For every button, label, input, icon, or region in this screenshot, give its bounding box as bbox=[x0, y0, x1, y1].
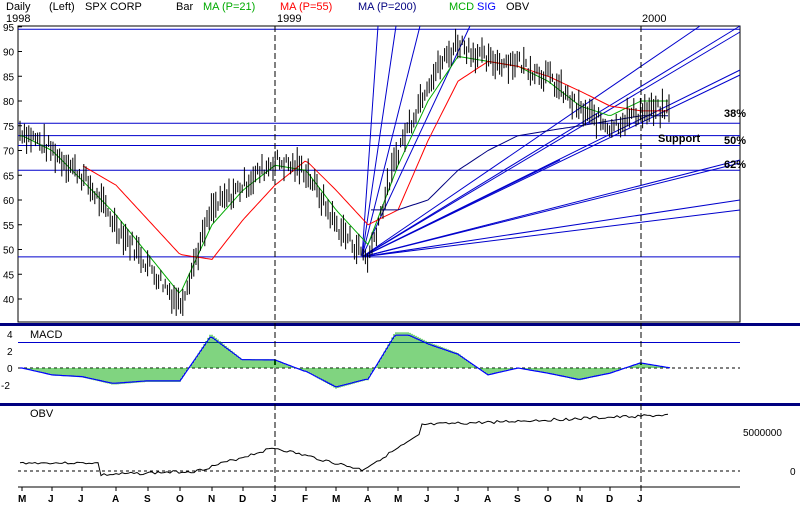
fan-line bbox=[361, 25, 397, 257]
price-y-tick-label: 80 bbox=[3, 97, 15, 108]
fib-50-label: 50% bbox=[724, 135, 746, 147]
fan-line bbox=[361, 25, 701, 258]
x-tick-label: N bbox=[576, 494, 583, 505]
x-tick-label: A bbox=[484, 494, 491, 505]
price-y-tick-label: 65 bbox=[3, 171, 15, 182]
price-y-axis: 95 90 85 80 75 70 65 60 55 50 45 40 bbox=[3, 23, 22, 306]
x-tick-label: J bbox=[48, 494, 54, 505]
macd-histogram bbox=[23, 332, 671, 389]
x-tick-label: A bbox=[112, 494, 119, 505]
price-y-tick-label: 40 bbox=[3, 295, 15, 306]
x-tick-label: S bbox=[144, 494, 151, 505]
x-tick-label: J bbox=[424, 494, 430, 505]
fan-line bbox=[361, 69, 741, 258]
panel-separator-1 bbox=[0, 323, 800, 326]
price-y-tick-label: 45 bbox=[3, 270, 15, 281]
macd-y-tick-label: 0 bbox=[7, 364, 13, 375]
price-panel-frame bbox=[17, 25, 741, 323]
price-y-tick-label: 55 bbox=[3, 221, 15, 232]
x-tick-label: S bbox=[514, 494, 521, 505]
obv-legend: OBV bbox=[506, 1, 530, 13]
obv-title: OBV bbox=[30, 408, 54, 420]
scale-label: (Left) bbox=[49, 1, 75, 13]
year-1999-label: 1999 bbox=[277, 13, 301, 25]
x-tick-label: J bbox=[637, 494, 643, 505]
ma-line-2 bbox=[82, 60, 668, 260]
obv-y-tick-label: 5000000 bbox=[743, 428, 782, 439]
fan-line bbox=[361, 199, 741, 258]
ma3-legend: MA (P=200) bbox=[358, 1, 416, 13]
fib-38-label: 38% bbox=[724, 108, 746, 120]
sig-legend: SIG bbox=[477, 1, 496, 13]
price-y-tick-label: 90 bbox=[3, 48, 15, 59]
panel-separator-2 bbox=[0, 403, 800, 406]
macd-title: MACD bbox=[30, 329, 62, 341]
x-tick-label: A bbox=[364, 494, 371, 505]
x-tick-label: D bbox=[239, 494, 246, 505]
x-tick-label: J bbox=[271, 494, 277, 505]
price-y-tick-label: 75 bbox=[3, 122, 15, 133]
macd-legend: MCD bbox=[449, 1, 474, 13]
period-label: Daily bbox=[6, 1, 31, 13]
price-y-tick-label: 70 bbox=[3, 147, 15, 158]
fan-line bbox=[361, 25, 421, 258]
price-y-tick-label: 95 bbox=[3, 23, 15, 34]
x-tick-label: O bbox=[176, 494, 184, 505]
ma1-legend: MA (P=21) bbox=[203, 1, 255, 13]
x-tick-label: O bbox=[544, 494, 552, 505]
obv-line bbox=[19, 413, 669, 477]
x-tick-label: D bbox=[606, 494, 613, 505]
x-tick-label: J bbox=[78, 494, 84, 505]
ma2-legend: MA (P=55) bbox=[280, 1, 332, 13]
chart-header: Daily (Left) SPX CORP Bar MA (P=21) MA (… bbox=[6, 1, 666, 25]
price-y-tick-label: 60 bbox=[3, 196, 15, 207]
macd-signal-line bbox=[20, 334, 671, 388]
price-bars bbox=[19, 28, 670, 316]
obv-y-axis: 5000000 0 bbox=[18, 428, 796, 478]
symbol-label: SPX CORP bbox=[85, 1, 142, 13]
obv-y-tick-label: 0 bbox=[790, 467, 796, 478]
x-tick-label: M bbox=[394, 494, 402, 505]
x-tick-label: N bbox=[208, 494, 215, 505]
support-label: Support bbox=[658, 133, 700, 145]
macd-y-tick-label: 2 bbox=[7, 347, 13, 358]
year-1998-label: 1998 bbox=[6, 13, 30, 25]
fan-line bbox=[361, 159, 741, 258]
ma-line-3 bbox=[371, 115, 668, 211]
price-y-tick-label: 50 bbox=[3, 246, 15, 257]
fan-line bbox=[361, 209, 741, 258]
chart-style-label: Bar bbox=[176, 1, 193, 13]
x-tick-label: F bbox=[302, 494, 308, 505]
fan-line bbox=[361, 25, 379, 257]
x-tick-label: J bbox=[454, 494, 460, 505]
price-y-tick-label: 85 bbox=[3, 72, 15, 83]
x-tick-label: M bbox=[18, 494, 26, 505]
fib-62-label: 62% bbox=[724, 159, 746, 171]
macd-y-tick-label: -2 bbox=[1, 381, 10, 392]
year-2000-label: 2000 bbox=[642, 13, 666, 25]
fan-line bbox=[361, 31, 741, 258]
fan-line bbox=[361, 25, 741, 258]
x-tick-label: M bbox=[332, 494, 340, 505]
macd-y-tick-label: 4 bbox=[7, 330, 13, 341]
